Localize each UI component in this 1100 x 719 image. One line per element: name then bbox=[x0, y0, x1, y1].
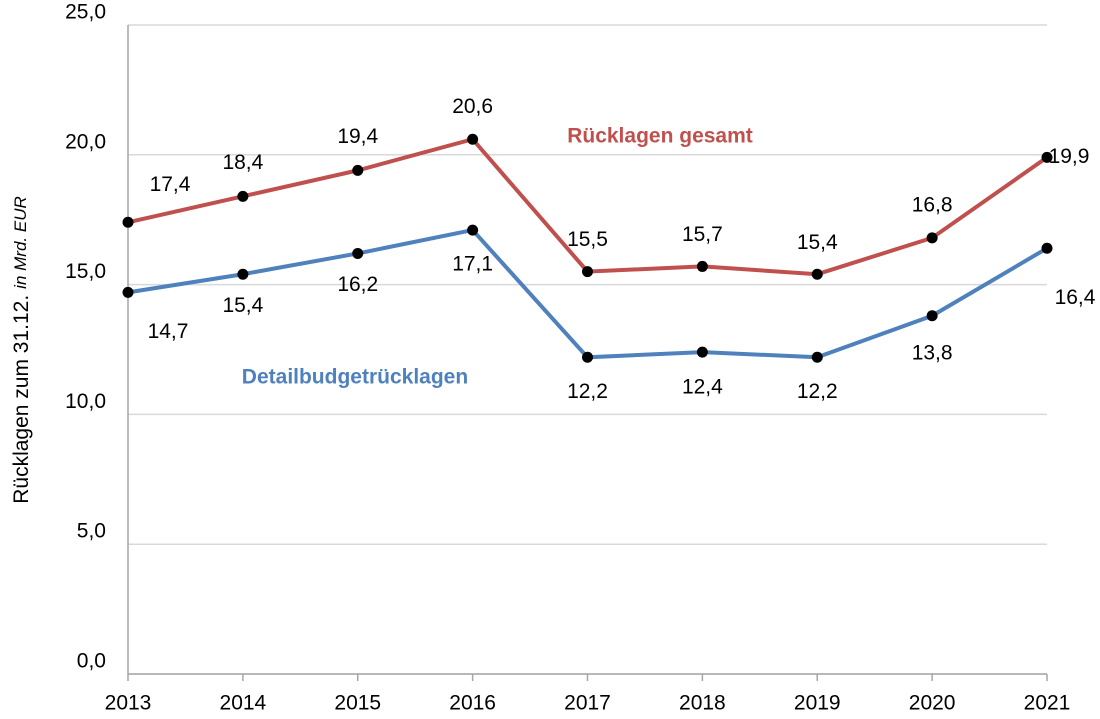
x-tick-label: 2018 bbox=[679, 692, 726, 715]
x-tick-label: 2017 bbox=[564, 692, 611, 715]
data-point bbox=[696, 346, 708, 358]
series-label: Detailbudgetrücklagen bbox=[242, 366, 468, 389]
y-tick-label: 5,0 bbox=[77, 520, 106, 543]
x-tick-label: 2015 bbox=[334, 692, 381, 715]
data-point bbox=[811, 268, 823, 280]
data-point bbox=[467, 133, 479, 145]
data-point bbox=[926, 232, 938, 244]
y-tick-label: 0,0 bbox=[77, 650, 106, 673]
data-point bbox=[1041, 242, 1053, 254]
data-point bbox=[237, 268, 249, 280]
data-point bbox=[352, 247, 364, 259]
data-label: 17,4 bbox=[150, 173, 191, 196]
data-point bbox=[926, 310, 938, 322]
data-label: 18,4 bbox=[222, 151, 263, 174]
data-label: 15,7 bbox=[682, 223, 723, 246]
y-axis-label: Rücklagen zum 31.12. in Mrd. EUR bbox=[10, 196, 33, 504]
data-label: 19,4 bbox=[337, 125, 378, 148]
data-label: 19,9 bbox=[1049, 145, 1090, 168]
data-label: 20,6 bbox=[452, 95, 493, 118]
x-tick-label: 2020 bbox=[909, 692, 956, 715]
data-label: 16,4 bbox=[1055, 286, 1096, 309]
data-point bbox=[1041, 151, 1053, 163]
data-label: 14,7 bbox=[148, 320, 189, 343]
data-point bbox=[352, 164, 364, 176]
data-point bbox=[122, 216, 134, 228]
data-point bbox=[122, 286, 134, 298]
data-label: 12,2 bbox=[567, 380, 608, 403]
data-label: 12,4 bbox=[682, 376, 723, 399]
series-line bbox=[127, 136, 1049, 277]
x-tick-label: 2013 bbox=[105, 692, 152, 715]
x-tick-label: 2014 bbox=[220, 692, 267, 715]
data-label: 17,1 bbox=[452, 253, 493, 276]
x-tick-label: 2021 bbox=[1024, 692, 1071, 715]
data-point bbox=[811, 351, 823, 363]
data-point bbox=[582, 266, 593, 278]
y-tick-label: 25,0 bbox=[65, 1, 106, 24]
data-label: 15,4 bbox=[222, 294, 263, 317]
data-label: 16,2 bbox=[337, 273, 378, 296]
data-point bbox=[237, 190, 249, 202]
data-label: 15,5 bbox=[567, 228, 608, 251]
x-tick-label: 2016 bbox=[449, 692, 496, 715]
x-tick-label: 2019 bbox=[794, 692, 841, 715]
data-label: 16,8 bbox=[912, 193, 953, 216]
data-point bbox=[696, 260, 708, 272]
series-label: Rücklagen gesamt bbox=[567, 125, 753, 148]
data-point bbox=[582, 351, 593, 363]
y-axis-unit: in Mrd. EUR bbox=[11, 196, 30, 289]
y-axis-title: Rücklagen zum 31.12. bbox=[10, 295, 33, 504]
data-label: 12,2 bbox=[797, 380, 838, 403]
y-tick-label: 20,0 bbox=[65, 130, 106, 153]
y-tick-label: 10,0 bbox=[65, 390, 106, 413]
data-point bbox=[467, 224, 479, 236]
data-label: 13,8 bbox=[912, 341, 953, 364]
data-label: 15,4 bbox=[797, 231, 838, 254]
y-tick-label: 15,0 bbox=[65, 260, 106, 283]
